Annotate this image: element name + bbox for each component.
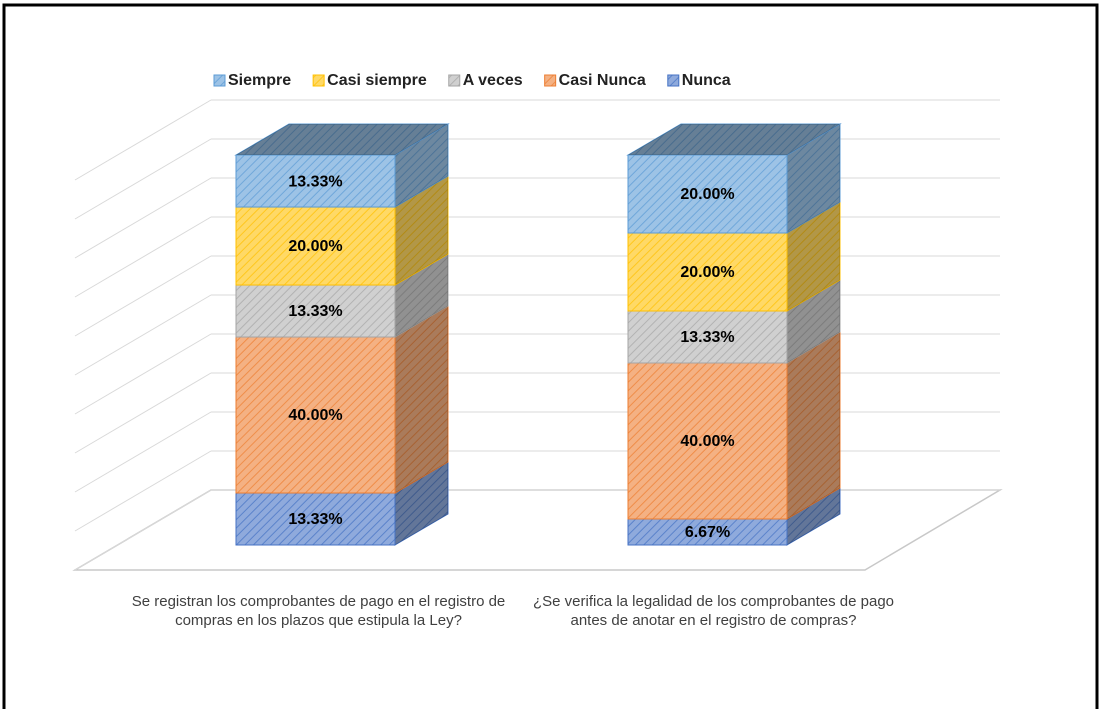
bar-top-shade — [628, 124, 840, 155]
data-label: 20.00% — [288, 238, 342, 255]
legend-swatch — [667, 74, 680, 87]
legend-label: Nunca — [682, 72, 731, 89]
bar-side-shade — [395, 124, 448, 208]
data-label: 13.33% — [680, 329, 734, 346]
legend: Siempre Casi siempre A veces Casi Nunca Nunc… — [213, 72, 731, 89]
bar-side-shade — [395, 254, 448, 338]
bar — [235, 154, 396, 208]
grid-line — [74, 177, 212, 259]
grid-line — [74, 489, 212, 571]
bar — [235, 206, 396, 286]
legend-label: Casi Nunca — [559, 72, 646, 89]
bar — [235, 336, 396, 494]
legend-swatch — [312, 74, 325, 87]
grid-line — [74, 411, 212, 493]
grid-line — [74, 450, 212, 532]
grid-line — [74, 333, 212, 415]
data-label: 20.00% — [680, 186, 734, 203]
bar-side-shade — [787, 487, 840, 545]
data-label: 40.00% — [680, 433, 734, 450]
bar-side-shade — [787, 124, 840, 233]
bar-side-shade — [787, 280, 840, 363]
legend-label: Siempre — [228, 72, 291, 89]
bar — [627, 154, 788, 234]
bar — [235, 492, 396, 546]
bar-side-shade — [395, 462, 448, 545]
legend-swatch — [213, 74, 226, 87]
grid-line — [74, 216, 212, 298]
data-label: 13.33% — [288, 173, 342, 190]
data-label: 20.00% — [680, 264, 734, 281]
bar — [235, 284, 396, 338]
grid-line — [74, 255, 212, 337]
bar — [627, 518, 788, 546]
x-tick-label: ¿Se verifica la legalidad de los comprob… — [532, 593, 895, 629]
frame-border — [2, 3, 1099, 709]
grid-line — [74, 372, 212, 454]
bar-side-shade — [787, 331, 840, 519]
legend-label: Casi siempre — [327, 72, 427, 89]
bar-top-shade — [236, 124, 448, 156]
legend-swatch — [448, 74, 461, 87]
grid-line — [74, 99, 212, 181]
bar — [627, 362, 788, 520]
bar — [627, 232, 788, 312]
legend-swatch — [544, 74, 557, 87]
bar-side-shade — [787, 202, 840, 311]
bar-top — [626, 123, 842, 156]
data-label: 40.00% — [288, 407, 342, 424]
data-label: 6.67% — [685, 524, 730, 541]
bar — [627, 310, 788, 364]
grid-line — [74, 138, 212, 220]
data-label: 13.33% — [288, 511, 342, 528]
bar-side-shade — [395, 306, 448, 494]
bar-side-shade — [395, 176, 448, 286]
x-tick-label: Se registran los comprobantes de pago en… — [131, 593, 506, 629]
legend-label: A veces — [463, 72, 523, 89]
data-label: 13.33% — [288, 303, 342, 320]
grid-line — [74, 294, 212, 376]
floor — [72, 489, 1003, 571]
bar-top — [234, 123, 450, 156]
